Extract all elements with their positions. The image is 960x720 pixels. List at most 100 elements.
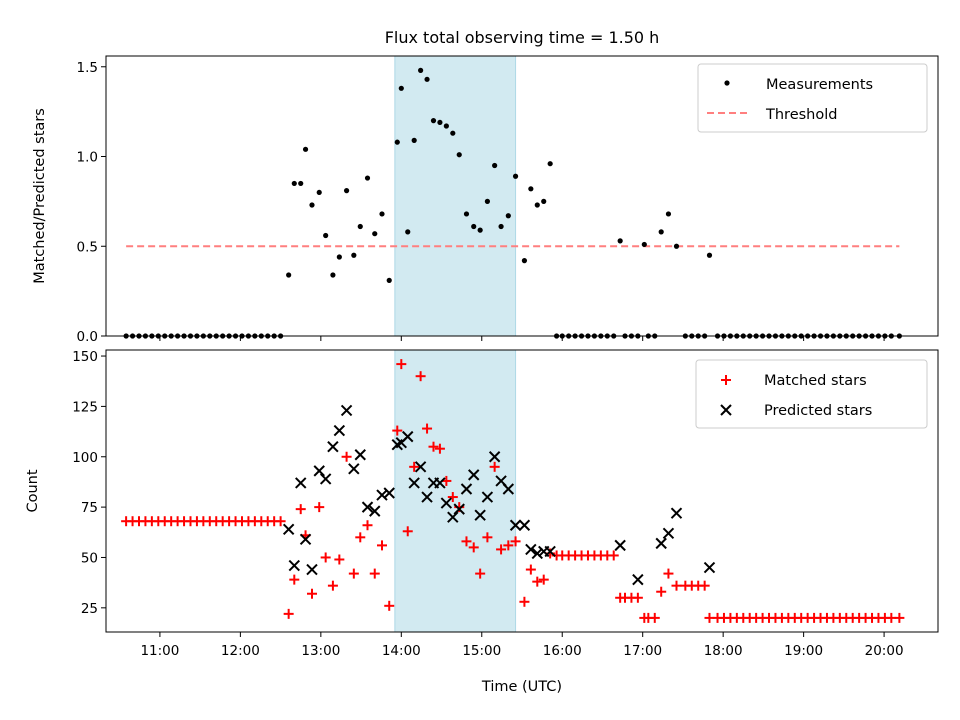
x-tick-label: 15:00: [462, 643, 501, 659]
measurement-point: [364, 175, 371, 181]
measurement-point: [617, 238, 623, 244]
predicted-star-point: [383, 487, 395, 499]
predicted-star-point: [531, 547, 543, 560]
matched-star-point: [355, 532, 366, 543]
y-tick-label: 1.5: [77, 60, 98, 76]
predicted-star-point: [662, 527, 675, 540]
matched-star-point: [482, 532, 493, 543]
matched-star-point: [362, 520, 373, 531]
measurement-point: [418, 67, 424, 73]
matched-star-point: [503, 540, 514, 551]
measurement-point: [512, 173, 519, 179]
predicted-star-point: [632, 573, 644, 586]
matched-star-point: [283, 608, 294, 619]
observing-window-span: [394, 56, 516, 336]
measurement-point: [316, 189, 322, 196]
predicted-star-point: [319, 473, 332, 485]
legend-measurement-marker: [724, 80, 730, 86]
matched-star-point: [468, 542, 479, 553]
x-tick-label: 12:00: [221, 643, 260, 659]
legend-matched-marker: [721, 375, 731, 385]
matched-star-point: [519, 596, 530, 607]
predicted-star-point-b: [440, 497, 453, 509]
measurement-point: [372, 231, 378, 237]
x-tick-label: 20:00: [865, 643, 904, 659]
measurement-point: [323, 232, 329, 239]
legend-box: [695, 359, 928, 429]
measurement-point: [534, 202, 540, 208]
matched-star-point: [532, 576, 543, 587]
predicted-star-point: [525, 543, 537, 556]
predicted-star-point-b: [376, 489, 388, 501]
predicted-star-point-b: [525, 543, 537, 556]
predicted-star-point-b: [306, 563, 318, 576]
matched-star-point: [327, 580, 338, 591]
predicted-star-point-b: [327, 440, 339, 453]
measurement-point: [528, 186, 534, 192]
predicted-star-point-b: [453, 503, 465, 515]
predicted-star-point-b: [421, 491, 433, 503]
measurement-point: [456, 152, 462, 158]
matched-star-point: [415, 371, 426, 382]
y-tick-label: 1.0: [77, 150, 98, 166]
predicted-star-point-b: [369, 505, 381, 517]
predicted-star-point: [313, 465, 325, 477]
measurement-point: [351, 252, 357, 258]
matched-star-point: [894, 612, 905, 623]
x-tick-label: 18:00: [704, 643, 743, 659]
predicted-star-point-b: [447, 511, 459, 523]
y-tick-label: 75: [81, 500, 98, 516]
predicted-star-point-b: [354, 449, 366, 461]
predicted-star-point-b: [313, 465, 325, 477]
legend-predicted-marker-b: [720, 404, 732, 416]
predicted-star-point-b: [299, 533, 312, 546]
matched-star-point: [608, 550, 619, 561]
top-legend: Measurements Threshold: [697, 63, 928, 133]
predicted-star-point-b: [614, 539, 626, 552]
matched-star-point: [314, 502, 325, 513]
y-tick-label: 25: [81, 601, 98, 617]
predicted-star-point-b: [544, 545, 556, 558]
x-tick-label: 13:00: [301, 643, 340, 659]
predicted-star-point-b: [414, 461, 427, 473]
predicted-star-point: [333, 424, 346, 437]
predicted-star-point: [376, 489, 388, 501]
predicted-star-point-b: [468, 469, 480, 481]
matched-star-point: [295, 504, 306, 515]
predicted-star-point: [518, 519, 531, 531]
predicted-star-point: [421, 491, 433, 503]
predicted-star-point: [299, 533, 312, 546]
y-tick-label: 50: [81, 550, 98, 566]
matched-star-point: [428, 441, 439, 452]
matched-star-point: [422, 423, 433, 434]
predicted-star-point: [348, 463, 360, 475]
matched-star-point: [275, 516, 286, 527]
matched-star-point: [461, 536, 472, 547]
matched-star-point: [489, 461, 500, 472]
y-axis-label: Matched/Predicted stars: [32, 108, 48, 284]
predicted-star-point-b: [670, 507, 683, 519]
measurement-point: [484, 198, 491, 204]
predicted-star-point-b: [495, 475, 507, 487]
predicted-star-point: [295, 477, 307, 489]
measurement-point: [443, 123, 449, 129]
observing-window-span: [394, 350, 516, 632]
matched-star-point: [392, 425, 403, 436]
measurement-point: [641, 241, 647, 248]
measurement-point: [286, 272, 292, 278]
matched-star-point: [496, 544, 507, 555]
predicted-star-point-b: [288, 559, 300, 572]
matched-star-point: [334, 554, 345, 565]
matched-star-point: [306, 588, 317, 599]
x-tick-label: 14:00: [382, 643, 421, 659]
predicted-star-point-b: [518, 519, 531, 531]
predicted-star-point-b: [340, 404, 353, 417]
predicted-star-point-b: [282, 523, 295, 535]
predicted-star-point: [434, 477, 446, 489]
legend-label: Predicted stars: [764, 403, 872, 419]
predicted-star-point: [670, 507, 683, 519]
measurement-point: [665, 211, 672, 217]
bottom-panel: 25 50 75 100 125 150 11:00 12:00 13:00 14:00 15:00…: [25, 349, 939, 695]
measurement-point: [411, 137, 417, 143]
